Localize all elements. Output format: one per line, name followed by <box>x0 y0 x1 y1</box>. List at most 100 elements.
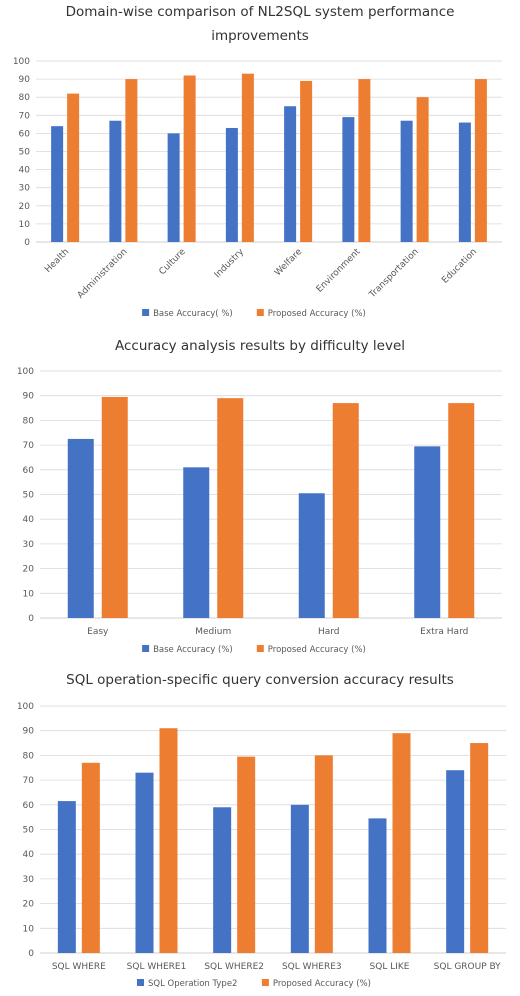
x-tick-label-environment: Environment <box>315 247 363 295</box>
bar-sql-operation-type2-sql-where2 <box>213 807 232 953</box>
bar-proposed-accuracy-easy <box>101 396 128 618</box>
bar-proposed-accuracy-sql-where <box>81 762 100 953</box>
y-tick-label: 20 <box>23 565 35 575</box>
bar-base-accuracy-welfare <box>284 106 297 242</box>
y-tick-label: 30 <box>23 875 35 885</box>
legend-swatch-sql-operation-type2 <box>137 979 144 986</box>
chart-2: Accuracy analysis results by difficulty … <box>17 338 502 655</box>
y-tick-label: 0 <box>28 614 34 624</box>
x-tick-label-culture: Culture <box>158 247 189 278</box>
x-tick-label-easy: Easy <box>87 627 109 637</box>
legend-swatch-proposed-accuracy <box>261 979 269 986</box>
legend-swatch-proposed-accuracy <box>256 645 264 652</box>
chart-3: SQL operation-specific query conversion … <box>17 672 506 989</box>
y-tick-label: 30 <box>23 540 35 550</box>
bar-proposed-accuracy-extra-hard <box>448 403 475 618</box>
x-tick-label-sql-where3: SQL WHERE3 <box>282 962 342 972</box>
bar-proposed-accuracy-administration <box>125 79 138 242</box>
bar-proposed-accuracy-sql-like <box>392 733 411 953</box>
y-tick-label: 70 <box>23 441 35 451</box>
y-tick-label: 50 <box>19 148 31 158</box>
bar-base-accuracy-health <box>51 126 64 242</box>
y-tick-label: 40 <box>23 850 35 860</box>
legend-label-base-accuracy: Base Accuracy( %) <box>153 309 233 319</box>
bar-base-accuracy-industry <box>225 127 238 242</box>
chart-1-title-line-1: Domain-wise comparison of NL2SQL system … <box>66 4 455 20</box>
bar-base-accuracy-transportation <box>400 120 413 242</box>
legend-swatch-base-accuracy <box>142 309 150 316</box>
bar-proposed-accuracy-health <box>67 93 80 242</box>
y-tick-label: 0 <box>24 238 30 248</box>
x-tick-label-education: Education <box>440 247 479 286</box>
bar-base-accuracy-environment <box>342 117 355 242</box>
x-tick-label-sql-like: SQL LIKE <box>370 962 410 972</box>
y-tick-label: 10 <box>23 589 35 599</box>
y-tick-label: 90 <box>23 727 35 737</box>
legend-label-proposed-accuracy: Proposed Accuracy (%) <box>268 645 366 655</box>
y-tick-label: 70 <box>19 111 31 121</box>
y-tick-label: 10 <box>23 924 35 934</box>
legend-label-proposed-accuracy: Proposed Accuracy (%) <box>273 979 371 989</box>
y-tick-label: 30 <box>19 184 31 194</box>
y-tick-label: 50 <box>23 491 35 501</box>
bar-base-accuracy-easy <box>67 438 94 618</box>
bar-proposed-accuracy-medium <box>217 398 244 618</box>
bar-proposed-accuracy-culture <box>183 75 196 242</box>
chart-2-title-line-1: Accuracy analysis results by difficulty … <box>115 338 405 354</box>
x-tick-label-sql-where2: SQL WHERE2 <box>204 962 264 972</box>
x-tick-label-health: Health <box>43 247 71 275</box>
y-tick-label: 100 <box>17 367 34 377</box>
y-tick-label: 40 <box>19 166 31 176</box>
legend-label-proposed-accuracy: Proposed Accuracy (%) <box>268 309 366 319</box>
x-tick-label-administration: Administration <box>76 247 130 301</box>
y-tick-label: 0 <box>28 949 34 959</box>
y-tick-label: 80 <box>23 751 35 761</box>
legend-label-sql-operation-type2: SQL Operation Type2 <box>148 979 237 989</box>
bar-proposed-accuracy-industry <box>241 73 254 242</box>
y-tick-label: 80 <box>19 93 31 103</box>
y-tick-label: 40 <box>23 515 35 525</box>
y-tick-label: 20 <box>19 202 31 212</box>
y-tick-label: 90 <box>19 75 31 85</box>
y-tick-label: 60 <box>23 801 35 811</box>
bar-base-accuracy-extra-hard <box>414 446 441 618</box>
bar-proposed-accuracy-environment <box>358 79 371 242</box>
legend-swatch-base-accuracy <box>142 645 150 652</box>
bar-base-accuracy-culture <box>167 133 180 242</box>
legend-label-base-accuracy: Base Accuracy (%) <box>153 645 233 655</box>
x-tick-label-industry: Industry <box>213 247 247 281</box>
chart-3-title-line-1: SQL operation-specific query conversion … <box>66 672 454 688</box>
legend-swatch-proposed-accuracy <box>256 309 264 316</box>
x-tick-label-sql-group-by: SQL GROUP BY <box>434 962 502 972</box>
x-tick-label-medium: Medium <box>195 627 231 637</box>
x-tick-label-extra-hard: Extra Hard <box>420 627 468 637</box>
y-tick-label: 100 <box>13 57 30 67</box>
bar-proposed-accuracy-sql-where1 <box>159 728 178 953</box>
bar-sql-operation-type2-sql-like <box>368 818 387 953</box>
bar-base-accuracy-administration <box>109 120 122 242</box>
bar-sql-operation-type2-sql-group-by <box>446 770 465 953</box>
y-tick-label: 60 <box>19 129 31 139</box>
bar-proposed-accuracy-welfare <box>300 80 313 242</box>
y-tick-label: 60 <box>23 466 35 476</box>
chart-1: Domain-wise comparison of NL2SQL system … <box>13 4 502 319</box>
bar-sql-operation-type2-sql-where1 <box>135 772 154 953</box>
bar-sql-operation-type2-sql-where <box>57 801 76 953</box>
bar-proposed-accuracy-sql-where2 <box>237 756 256 953</box>
x-tick-label-sql-where1: SQL WHERE1 <box>127 962 187 972</box>
chart-1-title-line-2: improvements <box>211 28 309 44</box>
y-tick-label: 100 <box>17 702 34 712</box>
y-tick-label: 20 <box>23 900 35 910</box>
y-tick-label: 50 <box>23 826 35 836</box>
bar-sql-operation-type2-sql-where3 <box>290 804 309 953</box>
bar-base-accuracy-education <box>458 122 471 242</box>
bar-proposed-accuracy-transportation <box>416 97 429 242</box>
y-tick-label: 70 <box>23 776 35 786</box>
y-tick-label: 10 <box>19 220 31 230</box>
x-tick-label-hard: Hard <box>318 627 340 637</box>
y-tick-label: 80 <box>23 416 35 426</box>
bar-base-accuracy-medium <box>183 467 210 618</box>
bar-proposed-accuracy-hard <box>332 403 359 618</box>
x-tick-label-transportation: Transportation <box>367 247 421 301</box>
